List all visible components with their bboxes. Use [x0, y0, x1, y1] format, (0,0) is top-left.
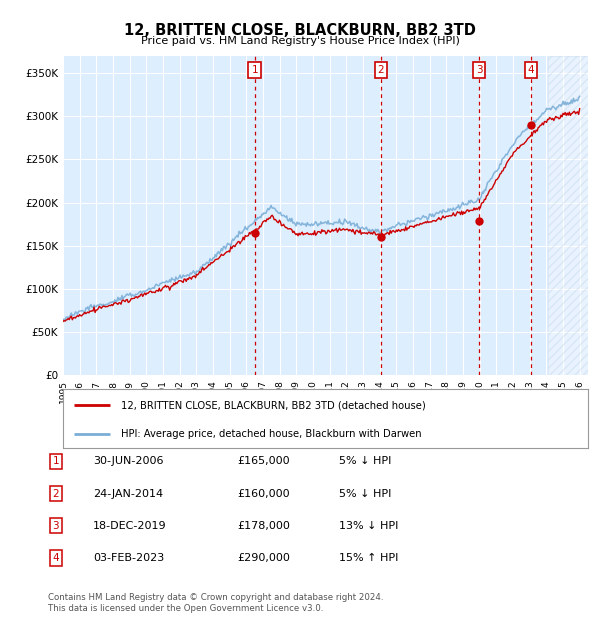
Text: 4: 4 [52, 553, 59, 563]
Text: 15% ↑ HPI: 15% ↑ HPI [339, 553, 398, 563]
Text: £178,000: £178,000 [237, 521, 290, 531]
Text: 12, BRITTEN CLOSE, BLACKBURN, BB2 3TD (detached house): 12, BRITTEN CLOSE, BLACKBURN, BB2 3TD (d… [121, 401, 425, 410]
Text: £290,000: £290,000 [237, 553, 290, 563]
Text: 2: 2 [52, 489, 59, 498]
Text: Contains HM Land Registry data © Crown copyright and database right 2024.
This d: Contains HM Land Registry data © Crown c… [48, 593, 383, 613]
Text: £165,000: £165,000 [237, 456, 290, 466]
Text: £160,000: £160,000 [237, 489, 290, 498]
Text: 4: 4 [528, 65, 535, 75]
Text: 1: 1 [251, 65, 258, 75]
Bar [548, 56, 588, 375]
Text: 2: 2 [377, 65, 384, 75]
Text: 3: 3 [476, 65, 482, 75]
Text: 3: 3 [52, 521, 59, 531]
Text: Price paid vs. HM Land Registry's House Price Index (HPI): Price paid vs. HM Land Registry's House … [140, 36, 460, 46]
Text: 18-DEC-2019: 18-DEC-2019 [93, 521, 167, 531]
Text: 24-JAN-2014: 24-JAN-2014 [93, 489, 163, 498]
Text: 03-FEB-2023: 03-FEB-2023 [93, 553, 164, 563]
Text: 12, BRITTEN CLOSE, BLACKBURN, BB2 3TD: 12, BRITTEN CLOSE, BLACKBURN, BB2 3TD [124, 23, 476, 38]
Text: HPI: Average price, detached house, Blackburn with Darwen: HPI: Average price, detached house, Blac… [121, 428, 421, 438]
Text: 13% ↓ HPI: 13% ↓ HPI [339, 521, 398, 531]
Text: 5% ↓ HPI: 5% ↓ HPI [339, 456, 391, 466]
Text: 30-JUN-2006: 30-JUN-2006 [93, 456, 163, 466]
Text: 5% ↓ HPI: 5% ↓ HPI [339, 489, 391, 498]
Text: 1: 1 [52, 456, 59, 466]
